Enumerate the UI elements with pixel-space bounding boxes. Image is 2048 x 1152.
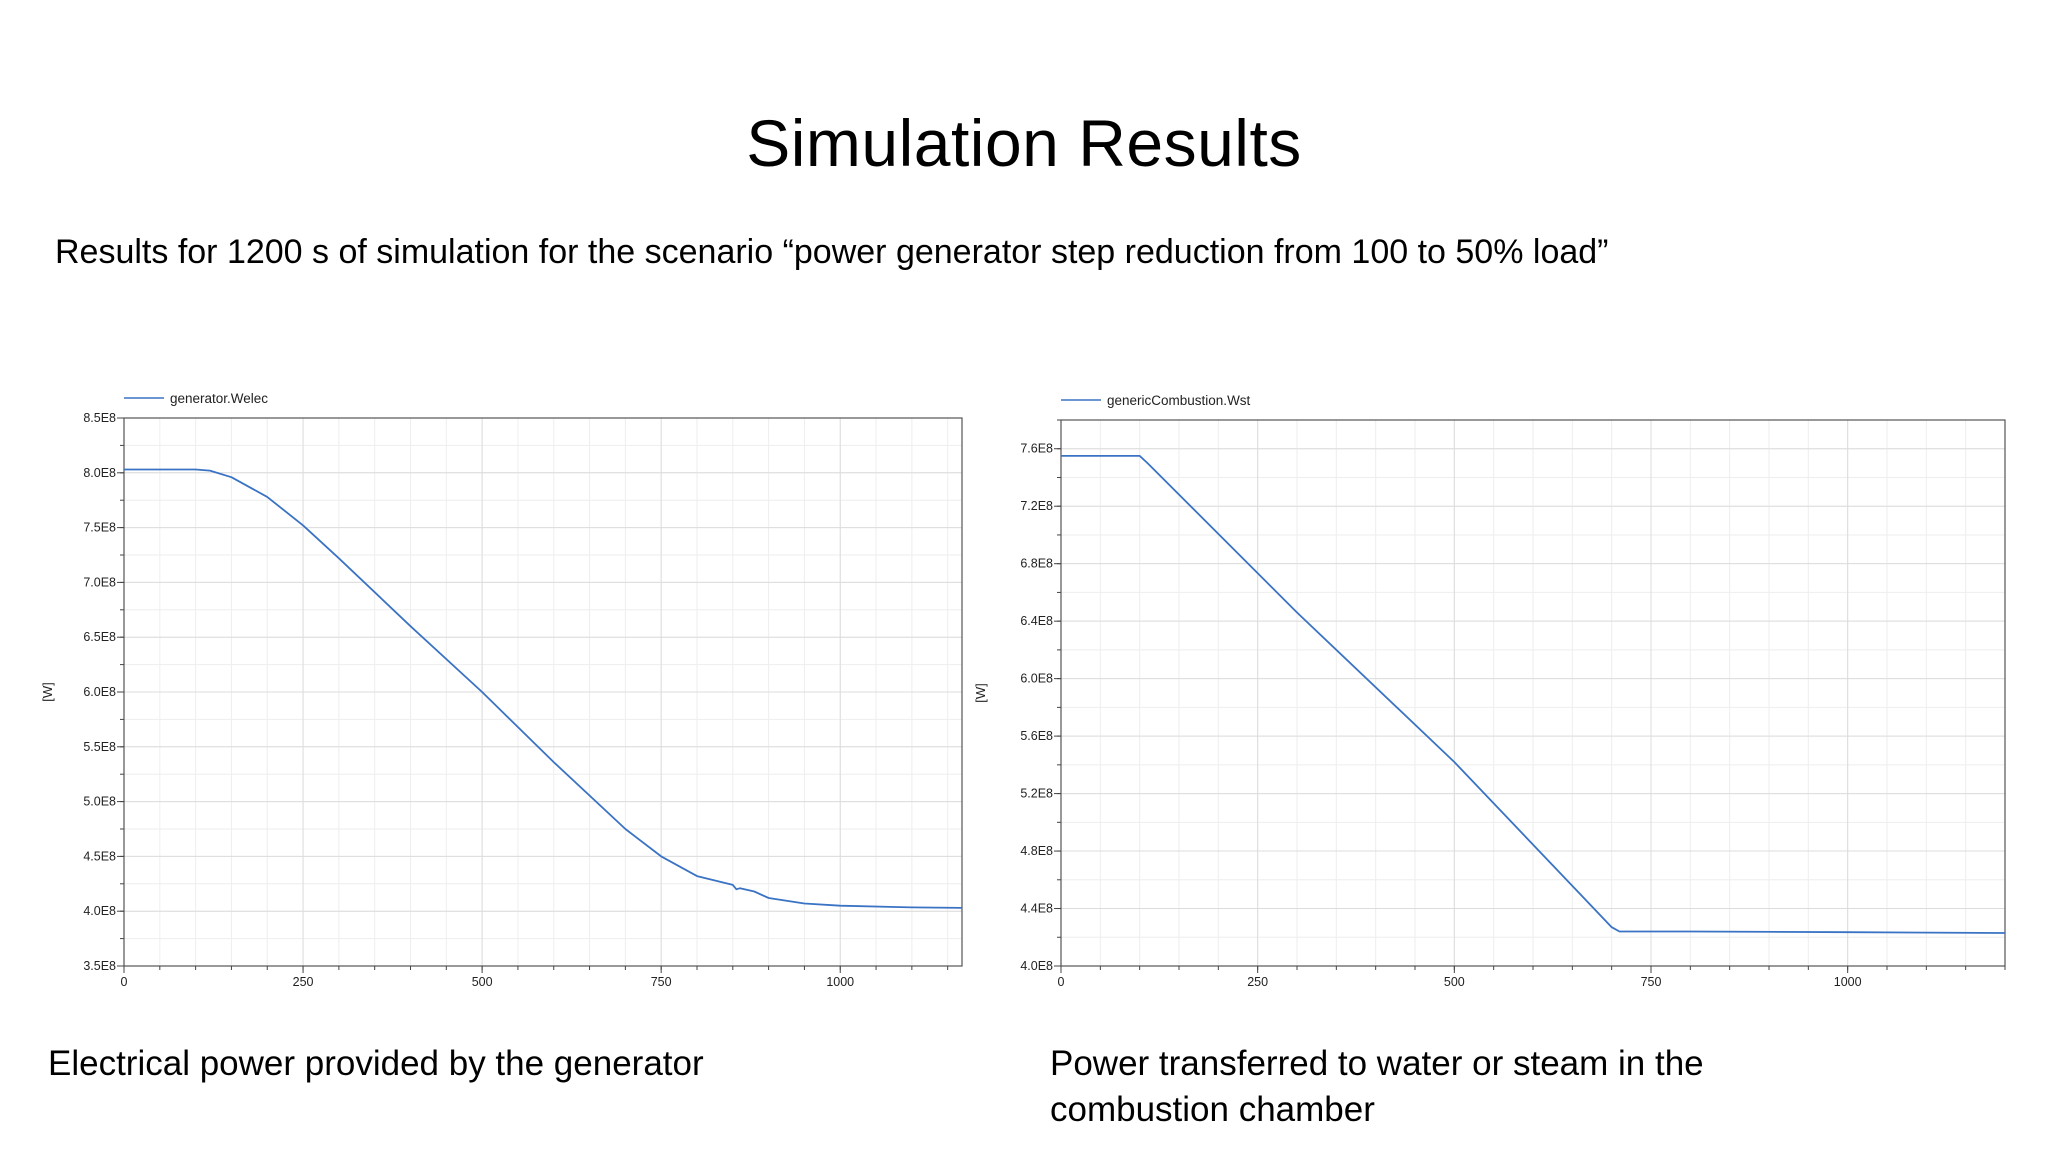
x-tick-label: 0	[1058, 975, 1065, 989]
x-tick-label: 1000	[1834, 975, 1862, 989]
legend-label: generator.Welec	[170, 391, 268, 406]
x-tick-label: 250	[293, 975, 314, 989]
y-tick-label: 4.8E8	[1020, 844, 1053, 858]
y-axis-label: [W]	[40, 682, 55, 702]
y-tick-label: 5.6E8	[1020, 729, 1053, 743]
y-tick-label: 6.4E8	[1020, 614, 1053, 628]
y-tick-label: 4.0E8	[1020, 959, 1053, 973]
caption-generator-chart: Electrical power provided by the generat…	[48, 1044, 704, 1083]
y-tick-label: 8.5E8	[83, 411, 116, 425]
x-tick-label: 250	[1247, 975, 1268, 989]
y-tick-label: 4.0E8	[83, 904, 116, 918]
x-tick-label: 0	[121, 975, 128, 989]
x-tick-label: 1000	[826, 975, 854, 989]
combustion-power-chart: 0 250 500 750 1000 4.0E8 4.4E8 4.8E8 5.2E8 5.6E8 6…	[973, 393, 2006, 989]
x-tick-label: 500	[472, 975, 493, 989]
slide-title: Simulation Results	[746, 106, 1302, 180]
y-tick-label: 6.0E8	[83, 685, 116, 699]
y-tick-label: 6.5E8	[83, 630, 116, 644]
y-tick-label: 7.0E8	[83, 575, 116, 589]
series-line	[124, 468, 963, 909]
x-tick-label: 750	[651, 975, 672, 989]
y-tick-label: 4.5E8	[83, 849, 116, 863]
series-line	[1061, 454, 2006, 934]
slide-subtitle: Results for 1200 s of simulation for the…	[55, 233, 1609, 271]
y-tick-label: 6.8E8	[1020, 557, 1053, 571]
y-tick-label: 3.5E8	[83, 959, 116, 973]
generator-power-chart: 0 250 500 750 1000 3.5E8 4.0E8 4.5E8 5.0E8 5.5E8 6…	[40, 391, 963, 989]
y-tick-label: 8.0E8	[83, 466, 116, 480]
y-tick-label: 5.0E8	[83, 795, 116, 809]
y-tick-label: 6.0E8	[1020, 672, 1053, 686]
y-axis-label: [W]	[973, 683, 988, 703]
y-tick-label: 7.6E8	[1020, 442, 1053, 456]
x-tick-label: 750	[1641, 975, 1662, 989]
legend-label: genericCombustion.Wst	[1107, 393, 1251, 408]
y-tick-label: 5.2E8	[1020, 787, 1053, 801]
caption-combustion-chart: Power transferred to water or steam in t…	[1050, 1044, 1704, 1129]
x-tick-label: 500	[1444, 975, 1465, 989]
y-tick-label: 4.4E8	[1020, 902, 1053, 916]
y-tick-label: 5.5E8	[83, 740, 116, 754]
y-tick-label: 7.5E8	[83, 521, 116, 535]
y-tick-label: 7.2E8	[1020, 499, 1053, 513]
